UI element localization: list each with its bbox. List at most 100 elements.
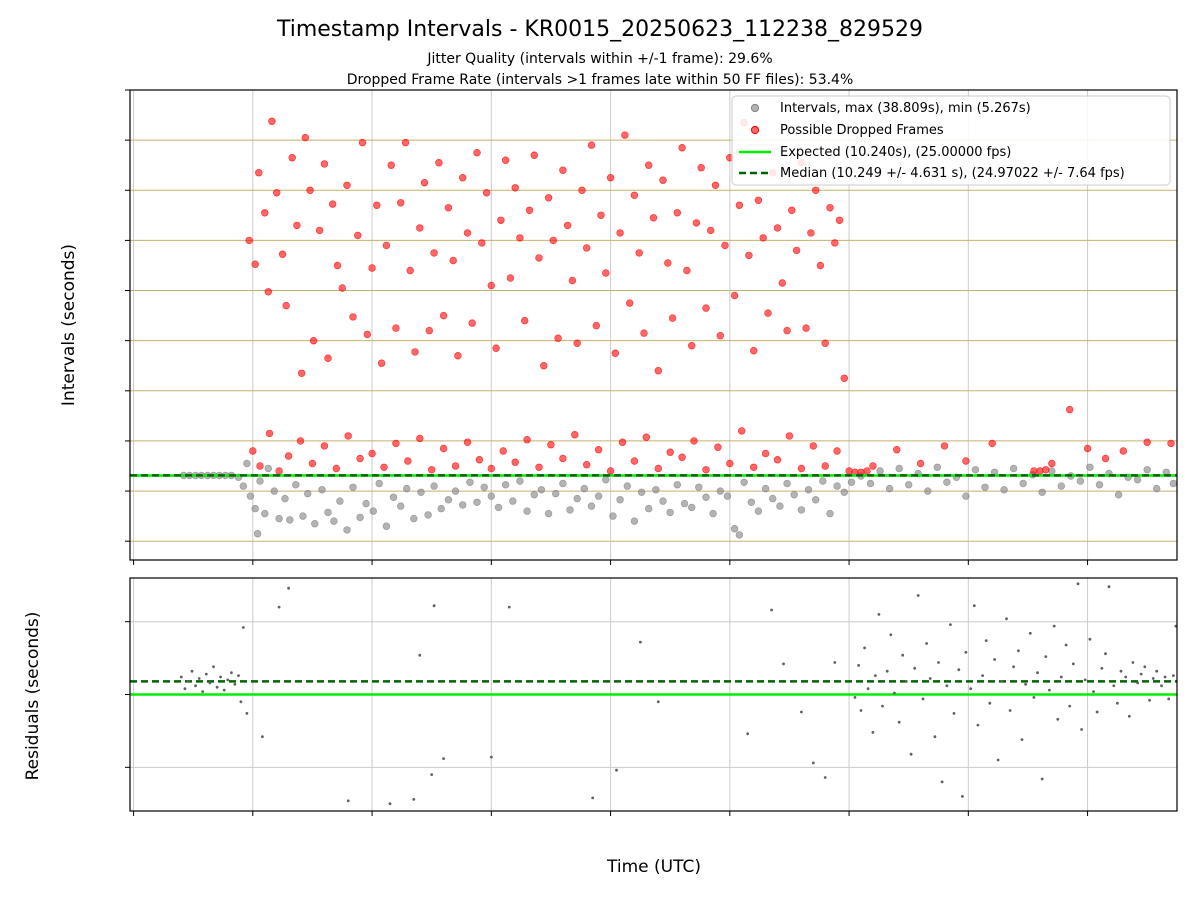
dropped-frame-point: [454, 352, 462, 360]
dropped-frame-point: [563, 221, 572, 230]
legend-median-label: Median (10.249 +/- 4.631 s), (24.97022 +…: [780, 166, 1125, 181]
residual-point: [1083, 678, 1087, 682]
interval-point: [261, 509, 269, 518]
dropped-frame-point: [449, 256, 457, 265]
legend-intervals-marker: [750, 103, 760, 113]
interval-point: [866, 479, 875, 488]
residual-point: [215, 685, 219, 689]
interval-point: [336, 497, 344, 505]
interval-point: [885, 484, 894, 493]
interval-point: [740, 478, 748, 486]
dropped-frame-point: [606, 467, 615, 475]
dropped-frame-point: [816, 261, 825, 270]
dropped-frame-point: [387, 161, 395, 169]
residuals-series: [179, 582, 1178, 806]
intervals-panel: Intervals (seconds) Intervals, max (38.8…: [59, 89, 1178, 565]
dropped-frame-point: [435, 159, 443, 167]
dropped-frame-point: [368, 449, 376, 458]
interval-point: [451, 487, 460, 495]
interval-point: [424, 511, 432, 519]
dropped-frame-point: [245, 236, 253, 245]
interval-point: [509, 497, 517, 505]
dropped-frame-point: [749, 463, 758, 471]
residual-point: [346, 799, 350, 803]
interval-point: [924, 487, 932, 495]
dropped-frame-point: [730, 291, 739, 300]
dropped-frame-point: [487, 464, 495, 473]
dropped-frame-point: [343, 181, 351, 190]
residual-point: [1092, 690, 1095, 693]
residual-point: [430, 773, 434, 776]
residual-point: [897, 720, 901, 724]
dropped-frame-point: [642, 433, 650, 441]
dropped-frame-point: [373, 201, 381, 210]
interval-point: [616, 496, 624, 504]
interval-point: [243, 459, 251, 468]
interval-point: [981, 483, 989, 491]
dropped-frame-point: [535, 254, 543, 262]
dropped-frame-point: [475, 456, 484, 464]
dropped-frame-point: [416, 434, 424, 443]
interval-point: [382, 522, 391, 530]
residual-point: [261, 735, 264, 739]
dropped-frame-point: [349, 313, 357, 321]
interval-point: [609, 512, 617, 520]
dropped-frame-point: [809, 442, 817, 450]
interval-point: [270, 487, 278, 495]
dropped-frame-point: [863, 467, 871, 475]
dropped-frame-point: [530, 151, 538, 159]
dropped-frame-point: [785, 432, 794, 440]
chart-subtitle-jitter: Jitter Quality (intervals within +/-1 fr…: [426, 51, 772, 67]
residual-point: [928, 677, 932, 680]
residual-point: [412, 798, 416, 801]
interval-point: [943, 478, 951, 486]
residual-point: [866, 687, 870, 691]
residual-point: [996, 758, 1000, 762]
dropped-frame-point: [831, 239, 839, 247]
dropped-frame-point: [1048, 459, 1056, 468]
residual-point: [1104, 652, 1107, 656]
dropped-frame-point: [397, 199, 405, 207]
residual-point: [287, 586, 290, 590]
dropped-frame-point: [344, 432, 352, 440]
dropped-frame-point: [618, 438, 627, 446]
dropped-frame-point: [320, 442, 329, 450]
residual-point: [937, 661, 940, 664]
dropped-frame-point: [602, 269, 610, 277]
residual-point: [388, 802, 392, 806]
interval-point: [349, 483, 357, 491]
interval-point: [1057, 482, 1066, 490]
dropped-frame-point: [320, 160, 329, 168]
residual-point: [1095, 710, 1099, 714]
dropped-frame-point: [735, 201, 744, 210]
dropped-frame-point: [726, 459, 734, 468]
dropped-frame-point: [582, 461, 591, 469]
dropped-frame-point: [835, 216, 844, 225]
residual-point: [208, 681, 212, 685]
dropped-frame-point: [358, 138, 367, 147]
dropped-frame-point: [962, 457, 970, 465]
residual-point: [981, 674, 984, 677]
residual-point: [432, 604, 436, 608]
dropped-frame-point: [573, 339, 581, 347]
residual-point: [984, 639, 988, 642]
dropped-frame-point: [587, 141, 596, 149]
dropped-frame-point: [821, 339, 829, 347]
interval-point: [1019, 479, 1027, 488]
residual-point: [893, 691, 896, 695]
residual-point: [961, 795, 964, 798]
dropped-frame-point: [692, 219, 701, 227]
interval-point: [251, 504, 259, 513]
interval-point: [286, 516, 294, 524]
interval-point: [768, 494, 777, 503]
residual-point: [1155, 669, 1159, 673]
residual-point: [1143, 665, 1147, 669]
interval-point: [644, 504, 653, 513]
dropped-frame-point: [788, 206, 796, 215]
residual-point: [969, 687, 973, 691]
interval-point: [630, 517, 639, 525]
interval-point: [403, 484, 411, 493]
dropped-frame-point: [309, 337, 318, 345]
